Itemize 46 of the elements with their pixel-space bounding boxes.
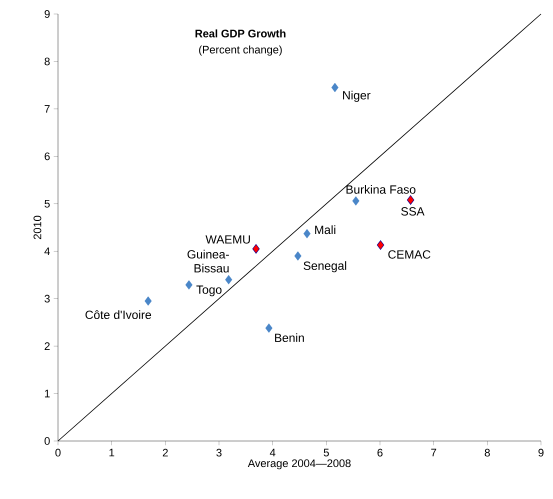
point: [303, 228, 311, 238]
x-tick-label: 5: [324, 448, 329, 456]
annotation: SSA: [401, 207, 425, 216]
y-tick-label: 7: [44, 105, 50, 113]
x-tick-label: 0: [55, 448, 61, 457]
y-tick-label: 8: [44, 58, 50, 66]
x-tick-label: 4: [270, 448, 276, 456]
annotation: Togo: [196, 286, 222, 296]
point: [376, 240, 384, 250]
y-tick-label: 5: [44, 200, 50, 208]
point: [331, 82, 338, 92]
annotation: Benin: [275, 333, 304, 342]
y-tick-label: 9: [44, 10, 50, 18]
text: Real GDP Growth: [196, 29, 286, 38]
y-tick-label: 0: [44, 437, 50, 445]
x-tick-label: 9: [538, 448, 544, 457]
point: [252, 244, 260, 254]
point: [406, 195, 414, 205]
y-tick-label: 1: [44, 390, 50, 398]
y-tick-label: 6: [44, 152, 50, 160]
annotation: Côte d'Ivoire: [86, 310, 152, 320]
x-tick-label: 7: [431, 448, 436, 456]
y-axis-title: 2010: [34, 216, 42, 240]
y-tick-label: 4: [44, 247, 50, 255]
y-tick-label: 3: [44, 294, 50, 303]
point: [294, 251, 302, 261]
annotation: Mali: [315, 225, 336, 234]
x-tick-label: 1: [109, 448, 114, 456]
point: [265, 323, 272, 333]
x-axis-title: Average 2004—2008: [248, 459, 351, 470]
x-tick-label: 3: [216, 448, 222, 457]
x-tick-label: 2: [162, 448, 168, 456]
annotation: Niger: [343, 90, 370, 102]
text: (Percent change): [199, 45, 282, 56]
point: [185, 280, 193, 290]
x-tick-label: 8: [484, 448, 490, 457]
annotation: Burkina Faso: [346, 184, 416, 194]
point: [144, 296, 152, 306]
annotation: Guinea-Bissau: [188, 250, 229, 273]
annotation: WAEMU: [206, 235, 250, 244]
point: [352, 196, 360, 206]
annotation: CEMAC: [388, 250, 430, 259]
x-tick-label: 6: [378, 448, 383, 457]
annotation: Senegal: [304, 261, 346, 272]
y-tick-label: 2: [44, 342, 50, 350]
point: [225, 275, 232, 284]
